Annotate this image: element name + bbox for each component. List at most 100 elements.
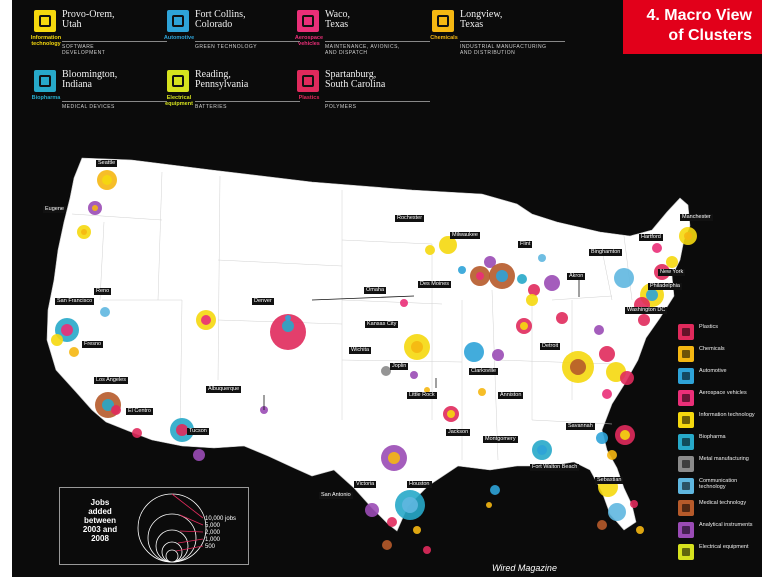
us-outline xyxy=(46,157,691,532)
cluster-bubble xyxy=(425,245,435,255)
cluster-bubble xyxy=(410,371,418,379)
city-label: San Antonio xyxy=(319,492,353,499)
cluster-bubble xyxy=(413,526,421,534)
cluster-bubble xyxy=(387,517,397,527)
cluster-bubble xyxy=(201,315,211,325)
cluster-bubble xyxy=(365,503,379,517)
city-label: Tucson xyxy=(187,428,209,435)
city-label: El Centro xyxy=(126,408,153,415)
scale-circle-5000 xyxy=(147,513,197,563)
featured-city: Reading, Pennsylvania xyxy=(195,69,249,90)
cluster-bubble xyxy=(556,312,568,324)
city-label: Savannah xyxy=(566,423,595,430)
city-label: Omaha xyxy=(364,287,387,294)
city-label: Houston xyxy=(407,481,432,488)
cluster-bubble xyxy=(608,503,626,521)
divider xyxy=(325,101,430,102)
city-label: Clarksville xyxy=(469,368,499,375)
cluster-bubble xyxy=(594,325,604,335)
label-pointer xyxy=(311,295,415,301)
city-label: Binghamton xyxy=(589,249,623,256)
featured-industry: INDUSTRIAL MANUFACTURING AND DISTRIBUTIO… xyxy=(460,44,547,56)
featured-cluster: Automotive Fort Collins, Colorado GREEN TE… xyxy=(164,9,317,60)
legend-swatch-icon xyxy=(678,500,694,516)
cluster-bubble xyxy=(646,289,658,301)
cluster-bubble xyxy=(381,366,391,376)
it-icon xyxy=(34,10,56,32)
featured-city: Longview, Texas xyxy=(460,9,503,30)
legend-item: Information technology xyxy=(678,412,760,429)
legend-item: Automotive xyxy=(678,368,760,385)
divider xyxy=(62,41,167,42)
scale-circle-10000 xyxy=(137,493,207,563)
featured-city: Fort Collins, Colorado xyxy=(195,9,246,30)
cluster-bubble xyxy=(496,270,508,282)
cluster-bubble xyxy=(81,229,87,235)
city-label: Fresno xyxy=(82,341,104,348)
legend-label: Medical technology xyxy=(699,500,747,506)
city-label: Little Rock xyxy=(407,392,437,399)
divider xyxy=(460,41,565,42)
cluster-bubble xyxy=(51,334,63,346)
cluster-bubble xyxy=(537,445,547,455)
cluster-bubble xyxy=(111,405,121,415)
city-label: Los Angeles xyxy=(94,377,128,384)
cluster-bubble xyxy=(597,520,607,530)
cluster-bubble xyxy=(424,387,430,393)
cluster-bubble xyxy=(411,341,423,353)
electrical-icon xyxy=(167,70,189,92)
legend-swatch-icon xyxy=(678,412,694,428)
us-map xyxy=(46,157,697,554)
city-label: Des Moines xyxy=(418,281,452,288)
cluster-bubble xyxy=(599,346,615,362)
featured-industry-caption: Chemicals xyxy=(430,35,458,41)
jobs-scale-value: 10,000 jobs xyxy=(205,516,237,522)
cluster-bubble xyxy=(69,347,79,357)
legend-label: Chemicals xyxy=(699,346,725,352)
city-label: New York xyxy=(658,269,686,276)
cluster-bubble xyxy=(100,307,110,317)
legend-swatch-icon xyxy=(678,434,694,450)
cluster-bubble xyxy=(282,320,294,332)
legend-item: Metal manufacturing xyxy=(678,456,760,473)
cluster-bubble xyxy=(596,432,608,444)
featured-city: Waco, Texas xyxy=(325,9,351,30)
cluster-bubble xyxy=(490,485,500,495)
aerospace-icon xyxy=(297,10,319,32)
jobs-scale-value: 2,000 xyxy=(205,530,221,536)
legend-item: Analytical instruments xyxy=(678,522,760,539)
cluster-bubble xyxy=(447,410,455,418)
jobs-scale-value: 1,000 xyxy=(205,537,221,543)
featured-city: Spartanburg, South Carolina xyxy=(325,69,386,90)
legend-swatch-icon xyxy=(678,324,694,340)
cluster-bubble xyxy=(423,546,431,554)
cluster-bubble xyxy=(92,205,98,211)
scale-leader-lines xyxy=(171,493,204,552)
featured-industry: MEDICAL DEVICES xyxy=(62,104,115,110)
legend-swatch-icon xyxy=(678,368,694,384)
featured-industry-caption: Aerospace vehicles xyxy=(294,35,324,47)
city-label: Denver xyxy=(252,298,274,305)
legend-item: Aerospace vehicles xyxy=(678,390,760,407)
legend-label: Metal manufacturing xyxy=(699,456,749,462)
city-label: Eugene xyxy=(43,206,66,213)
cluster-bubble xyxy=(607,450,617,460)
city-label: Montgomery xyxy=(483,436,518,443)
cluster-bubble xyxy=(400,299,408,307)
featured-cluster: Information technology Provo-Orem, Utah SO… xyxy=(31,10,184,60)
legend-label: Automotive xyxy=(699,368,727,374)
biopharma-icon xyxy=(34,70,56,92)
featured-industry: POLYMERS xyxy=(325,104,357,110)
cluster-bubble xyxy=(517,274,527,284)
legend-swatch-icon xyxy=(678,390,694,406)
legend-label: Biopharma xyxy=(699,434,726,440)
city-label: Washington DC xyxy=(625,307,668,314)
cluster-bubble xyxy=(526,294,538,306)
cluster-bubble xyxy=(614,268,634,288)
featured-industry: BATTERIES xyxy=(195,104,227,110)
city-label: Rochester xyxy=(395,215,425,222)
plastics-icon xyxy=(297,70,319,92)
city-label: Manchester xyxy=(680,214,713,221)
city-label: Sebastian xyxy=(595,477,624,484)
city-label: Reno xyxy=(94,288,112,295)
